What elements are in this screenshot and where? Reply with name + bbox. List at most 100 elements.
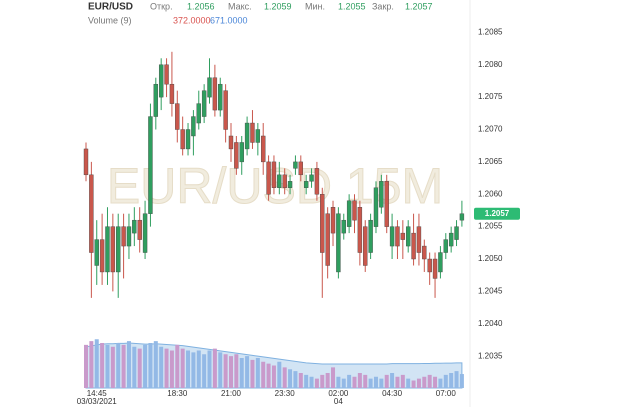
candle-body — [158, 64, 164, 98]
volume-bar — [282, 367, 287, 388]
candle-body — [427, 258, 432, 273]
high-label: Макс. — [228, 1, 252, 11]
volume-bar — [438, 378, 443, 388]
volume-value: 372.0000 — [173, 15, 211, 25]
candle-body — [223, 90, 228, 130]
candle-body — [83, 148, 89, 176]
volume-bar — [245, 356, 250, 388]
candle-body — [379, 181, 384, 208]
y-tick-label: 1.2070 — [478, 125, 503, 134]
volume-bar — [261, 361, 266, 388]
candle-body — [116, 226, 121, 273]
candle-body — [126, 226, 132, 247]
candle-body — [271, 161, 277, 188]
y-tick-label: 1.2080 — [478, 60, 503, 69]
candle-body — [137, 219, 142, 240]
open-value: 1.2056 — [187, 1, 215, 11]
candle-body — [261, 135, 266, 163]
volume-bar — [175, 344, 180, 388]
volume-bar — [449, 373, 454, 388]
candle-body — [148, 116, 153, 214]
symbol: EUR/USD — [88, 2, 133, 13]
x-tick-label: 07:00 — [436, 389, 457, 398]
candle-body — [309, 174, 314, 182]
low-value: 1.2055 — [338, 1, 366, 11]
candle-body — [180, 129, 185, 150]
y-tick-label: 1.2055 — [478, 222, 503, 231]
volume-bar — [277, 361, 282, 388]
volume-bar — [314, 378, 319, 388]
volume-bar — [384, 374, 389, 388]
candle-body — [277, 174, 282, 188]
candle-body — [266, 161, 271, 195]
volume-bar — [320, 374, 325, 388]
candle-body — [389, 226, 395, 247]
volume-bar — [94, 339, 99, 388]
y-tick-label: 1.2040 — [478, 319, 503, 328]
volume-bar — [89, 341, 94, 388]
volume-bar — [218, 352, 223, 388]
candle-body — [153, 83, 159, 117]
candle-body — [196, 103, 201, 124]
volume-bar — [293, 371, 298, 388]
candle-body — [395, 226, 400, 247]
volume-bar — [309, 376, 314, 388]
volume-bar — [255, 358, 260, 388]
y-tick-label: 1.2045 — [478, 287, 503, 296]
candle-body — [89, 174, 94, 253]
volume-bar — [304, 374, 309, 388]
candle-body — [368, 219, 373, 253]
volume-bar — [406, 378, 411, 388]
candle-body — [346, 200, 352, 227]
candle-body — [320, 194, 325, 253]
volume-bar — [395, 376, 400, 388]
volume-bar — [368, 378, 373, 388]
candle-body — [438, 252, 443, 273]
volume-bar — [271, 365, 276, 388]
volume-bar — [234, 354, 239, 388]
volume-bar — [427, 374, 432, 388]
volume-bar — [422, 376, 427, 388]
volume-bar — [250, 359, 255, 388]
candle-body — [142, 213, 148, 253]
y-tick-label: 1.2060 — [478, 189, 503, 198]
volume-bar — [116, 343, 121, 388]
candle-body — [411, 232, 416, 260]
volume-bar — [239, 358, 244, 388]
candle-body — [239, 142, 244, 163]
volume-bar — [169, 350, 174, 388]
candle-body — [357, 207, 363, 253]
x-tick-label: 18:30 — [167, 389, 188, 398]
volume-bar — [373, 376, 378, 388]
volume-bar — [390, 373, 395, 388]
volume-bar — [202, 354, 207, 388]
last-price-badge — [474, 207, 520, 220]
candle-body — [250, 122, 255, 143]
candle-body — [422, 245, 427, 260]
volume-bar — [148, 343, 153, 388]
volume-bar — [228, 356, 233, 388]
candle-body — [454, 226, 459, 240]
candle-body — [416, 226, 422, 253]
candle-body — [110, 226, 116, 273]
candle-body — [218, 83, 223, 111]
candle-body — [244, 122, 250, 150]
volume-bar — [459, 374, 464, 388]
volume-bar — [433, 376, 438, 388]
volume-bar — [357, 373, 362, 388]
low-label: Мин. — [305, 1, 325, 11]
volume-bar — [110, 346, 115, 388]
volume-bar — [347, 374, 352, 388]
candle-body — [459, 213, 465, 221]
volume-bar — [341, 378, 346, 388]
volume-bar — [411, 380, 416, 388]
x-tick-label: 23:30 — [275, 389, 296, 398]
y-tick-label: 1.2035 — [478, 351, 503, 360]
candle-body — [287, 181, 293, 188]
candle-body — [373, 187, 379, 227]
volume-bar — [298, 373, 303, 388]
candle-body — [325, 213, 330, 266]
candle-body — [105, 226, 110, 273]
